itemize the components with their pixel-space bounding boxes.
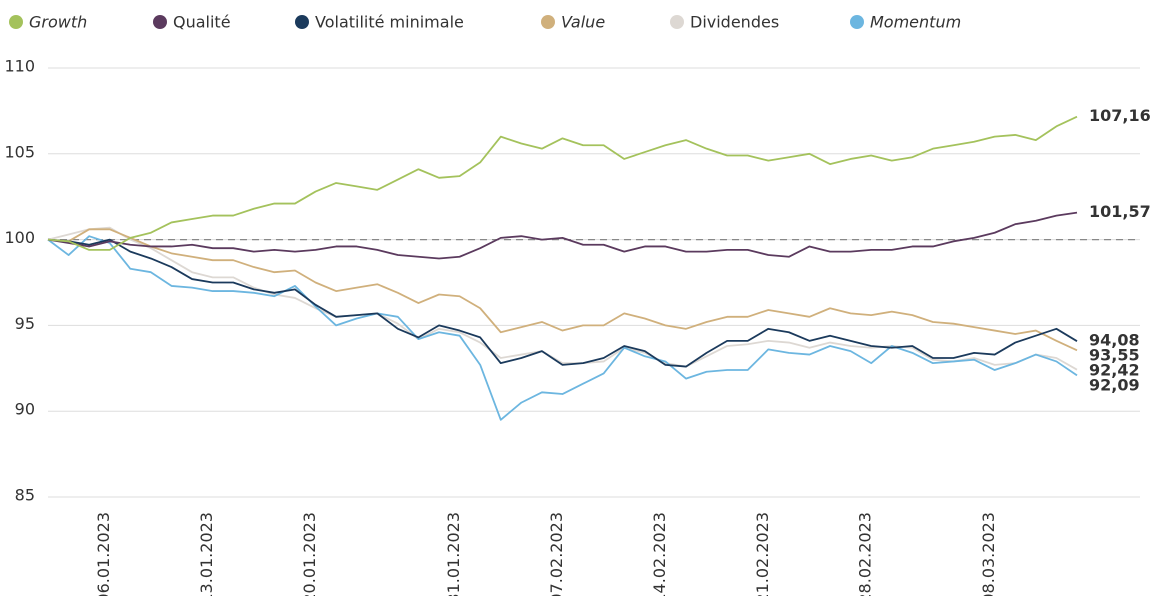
legend-marker [9,15,23,29]
end-value-label: 107,16 [1089,106,1151,125]
end-value-label: 94,08 [1089,331,1140,350]
series-line [47,226,1078,371]
legend-label: Growth [29,13,87,32]
end-value-label: 101,57 [1089,202,1151,221]
series-line [47,238,1078,368]
y-tick-label: 90 [15,400,35,419]
end-value-label: 93,55 [1089,346,1140,365]
legend-marker [850,15,864,29]
x-tick-label: 20.01.2023 [300,512,319,596]
x-tick-label: 06.01.2023 [94,512,113,596]
legend-label: Volatilité minimale [315,13,464,32]
x-tick-label: 31.01.2023 [444,512,463,596]
legend-label: Momentum [870,13,961,32]
y-tick-label: 110 [4,57,35,76]
y-tick-label: 85 [15,486,35,505]
x-tick-label: 07.02.2023 [547,512,566,596]
legend-marker [295,15,309,29]
end-value-label: 92,09 [1089,376,1140,395]
legend-marker [153,15,167,29]
series-line [47,115,1078,251]
legend-label: Qualité [173,13,231,32]
x-tick-label: 08.03.2023 [979,512,998,596]
y-tick-label: 100 [4,228,35,247]
y-tick-label: 105 [4,142,35,161]
series-line [47,228,1078,352]
legend-marker [670,15,684,29]
legend-label: Dividendes [690,13,779,32]
legend-label: Value [561,13,605,32]
series-line [47,235,1078,421]
legend-marker [541,15,555,29]
end-value-label: 92,42 [1089,361,1140,380]
x-tick-label: 28.02.2023 [856,512,875,596]
x-tick-label: 14.02.2023 [650,512,669,596]
series-line [47,211,1078,260]
x-tick-label: 13.01.2023 [197,512,216,596]
x-tick-label: 21.02.2023 [753,512,772,596]
y-tick-label: 95 [15,314,35,333]
